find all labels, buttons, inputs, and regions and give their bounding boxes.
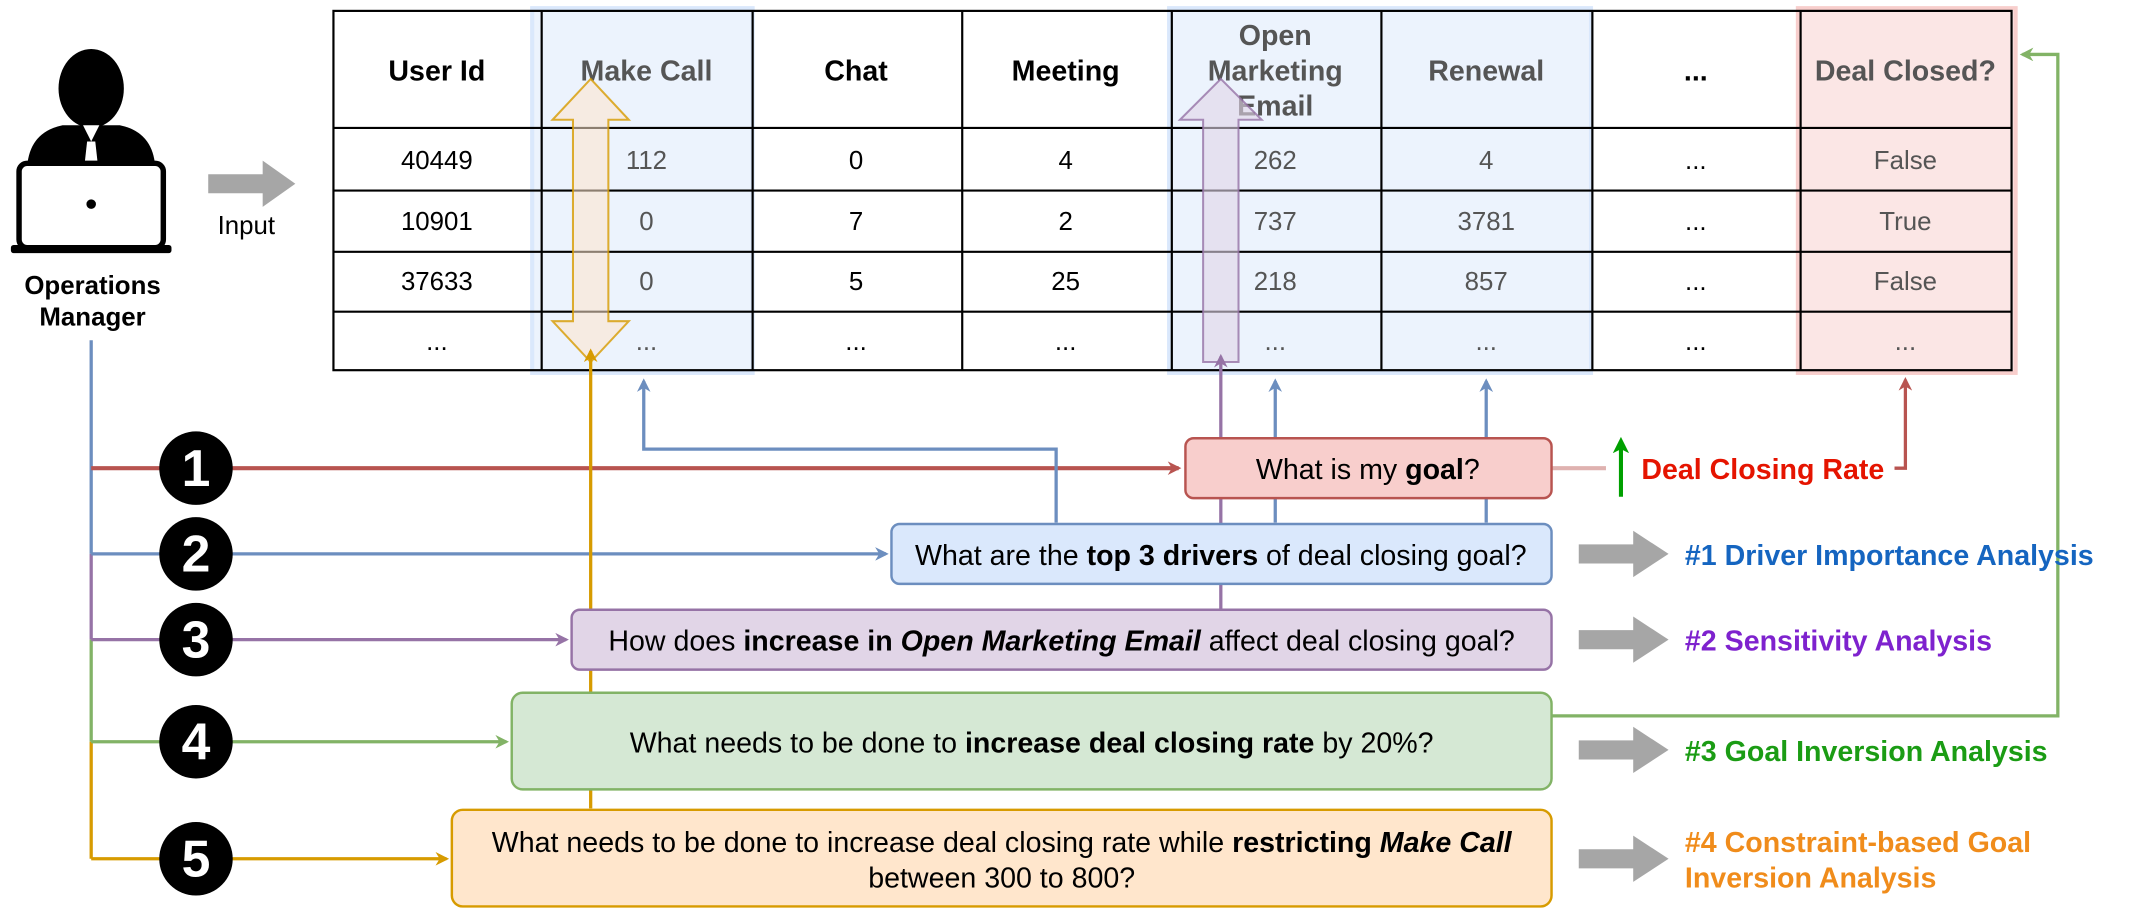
table-cell: 218 <box>1254 268 1297 296</box>
table-cell: 4 <box>1058 147 1072 175</box>
goal-label: Deal Closing Rate <box>1641 454 1884 486</box>
table-cell: ... <box>1055 328 1077 356</box>
persona-label-line2: Manager <box>39 303 145 331</box>
table-cell: ... <box>845 328 867 356</box>
table-cell: ... <box>636 328 658 356</box>
question-constraint-text-line2: between 300 to 800? <box>868 862 1135 894</box>
operations-manager-icon <box>10 48 172 254</box>
question-constraint-box: What needs to be done to increase deal c… <box>450 808 1553 908</box>
analysis-driver-importance: #1 Driver Importance Analysis <box>1685 540 2094 572</box>
table-cell: ... <box>1685 208 1707 236</box>
question-drivers-box: What are the top 3 drivers of deal closi… <box>890 522 1553 586</box>
header-chat: Chat <box>824 55 888 87</box>
table-cell: ... <box>1685 268 1707 296</box>
step-badge-4: 4 <box>159 704 233 779</box>
table-cell: False <box>1874 147 1937 175</box>
analysis-arrow-icon <box>1578 726 1669 774</box>
table-cell: 0 <box>639 268 653 296</box>
question-goal-box: What is my goal? <box>1184 437 1553 500</box>
step-badge-3: 3 <box>159 602 233 677</box>
header-deal-closed: Deal Closed? <box>1815 55 1996 87</box>
analysis-arrow-icon <box>1578 835 1669 882</box>
header-renewal: Renewal <box>1428 55 1544 87</box>
step-badge-1: 1 <box>159 431 233 505</box>
table-cell: ... <box>1264 328 1286 356</box>
table-cell: 737 <box>1254 208 1297 236</box>
header-open-marketing-email-line1: Open <box>1239 20 1312 52</box>
table-row: ... ... ... ... ... ... ... ... <box>426 328 1916 356</box>
question-drivers-text: What are the top 3 drivers of deal closi… <box>915 540 1527 572</box>
table-cell: 4 <box>1479 147 1493 175</box>
header-make-call: Make Call <box>581 55 713 87</box>
analysis-constraint-line1: #4 Constraint-based Goal <box>1685 827 2031 859</box>
table-cell: 40449 <box>401 147 473 175</box>
input-arrow-icon <box>208 160 296 207</box>
analysis-sensitivity: #2 Sensitivity Analysis <box>1685 626 1992 658</box>
question-sensitivity-box: How does increase in Open Marketing Emai… <box>570 608 1553 671</box>
table-cell: 25 <box>1051 268 1080 296</box>
table-cell: 2 <box>1058 208 1072 236</box>
analysis-arrows <box>1578 530 1669 882</box>
step-badge-2: 2 <box>159 517 233 591</box>
table-cell: 37633 <box>401 268 473 296</box>
table-cell: ... <box>1685 328 1707 356</box>
table-cell: 857 <box>1465 268 1508 296</box>
table-cell: 5 <box>849 268 863 296</box>
table-cell: 112 <box>626 147 667 175</box>
step-number: 1 <box>182 439 211 497</box>
analysis-arrow-icon <box>1578 530 1669 578</box>
table-cell: 262 <box>1254 147 1297 175</box>
table-row: 10901 0 7 2 737 3781 ... True <box>401 208 1932 236</box>
table-row: 37633 0 5 25 218 857 ... False <box>401 268 1937 296</box>
step-badge-5: 5 <box>159 822 233 896</box>
analysis-constraint-line2: Inversion Analysis <box>1685 862 1936 894</box>
table-cell: ... <box>426 328 448 356</box>
header-meeting: Meeting <box>1012 55 1120 87</box>
table-cell: 10901 <box>401 208 473 236</box>
table-cell: 0 <box>849 147 863 175</box>
step-number: 2 <box>182 525 211 583</box>
table-cell: 0 <box>639 208 653 236</box>
header-user-id: User Id <box>388 55 485 87</box>
question-constraint-text-line1: What needs to be done to increase deal c… <box>492 827 1513 859</box>
table-cell: ... <box>1685 147 1707 175</box>
question-goal-inversion-box: What needs to be done to increase deal c… <box>510 691 1553 791</box>
table-cell: 3781 <box>1457 208 1514 236</box>
analysis-arrow-icon <box>1578 616 1669 663</box>
question-goal-text: What is my goal? <box>1256 454 1480 486</box>
table-cell: ... <box>1895 328 1917 356</box>
table-cell: ... <box>1475 328 1497 356</box>
table-cell: False <box>1874 268 1937 296</box>
header-ellipsis: ... <box>1684 55 1708 87</box>
data-table: User Id Make Call Chat Meeting Open Mark… <box>332 6 2018 375</box>
step-number: 4 <box>182 712 211 770</box>
table-row: 40449 112 0 4 262 4 ... False <box>401 147 1937 175</box>
header-open-marketing-email-line2: Marketing <box>1208 55 1343 87</box>
table-cell: 7 <box>849 208 863 236</box>
analysis-goal-inversion: #3 Goal Inversion Analysis <box>1685 736 2048 768</box>
question-goal-inversion-text: What needs to be done to increase deal c… <box>630 728 1434 760</box>
persona-label-line1: Operations <box>24 272 160 300</box>
step-number: 3 <box>182 610 211 668</box>
step-number: 5 <box>182 829 211 887</box>
table-cell: True <box>1879 208 1931 236</box>
question-sensitivity-text: How does increase in Open Marketing Emai… <box>608 626 1515 658</box>
input-label: Input <box>218 212 275 240</box>
